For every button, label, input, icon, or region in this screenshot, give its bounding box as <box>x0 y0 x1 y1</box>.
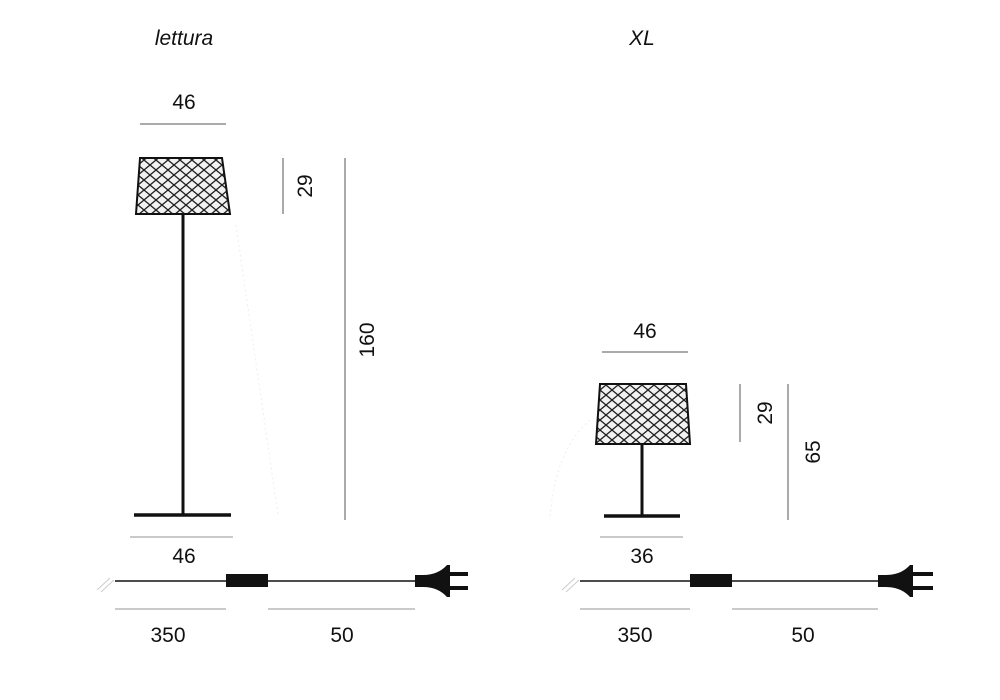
cable-length-label: 350 <box>150 624 185 647</box>
lamp-title: XL <box>628 27 655 50</box>
shade-height-label: 29 <box>754 401 777 424</box>
light-cone-line <box>549 419 591 519</box>
lamp-xl: XL 46 29 65 36 350 50 <box>549 27 933 647</box>
cable-break-mark <box>96 577 111 591</box>
base-width-label: 36 <box>630 545 653 568</box>
total-height-label: 160 <box>356 322 379 357</box>
plug-cable-length-label: 50 <box>330 624 353 647</box>
cable-length-label: 350 <box>617 624 652 647</box>
cable-break-mark <box>561 577 576 591</box>
plug-icon <box>415 565 468 597</box>
lamp-lettura: lettura 46 29 160 46 350 50 <box>96 27 468 647</box>
inline-switch <box>690 574 732 587</box>
shade-width-label: 46 <box>172 91 195 114</box>
lamp-shade <box>134 157 232 215</box>
plug-cable-length-label: 50 <box>791 624 814 647</box>
power-cable <box>96 565 468 597</box>
power-cable <box>561 565 933 597</box>
inline-switch <box>226 574 268 587</box>
lamp-shade <box>594 383 692 445</box>
base-width-label: 46 <box>172 545 195 568</box>
total-height-label: 65 <box>802 440 825 463</box>
light-cone-line <box>235 224 279 516</box>
shade-height-label: 29 <box>294 174 317 197</box>
lamp-title: lettura <box>155 27 213 50</box>
shade-width-label: 46 <box>633 320 656 343</box>
plug-icon <box>878 565 933 597</box>
